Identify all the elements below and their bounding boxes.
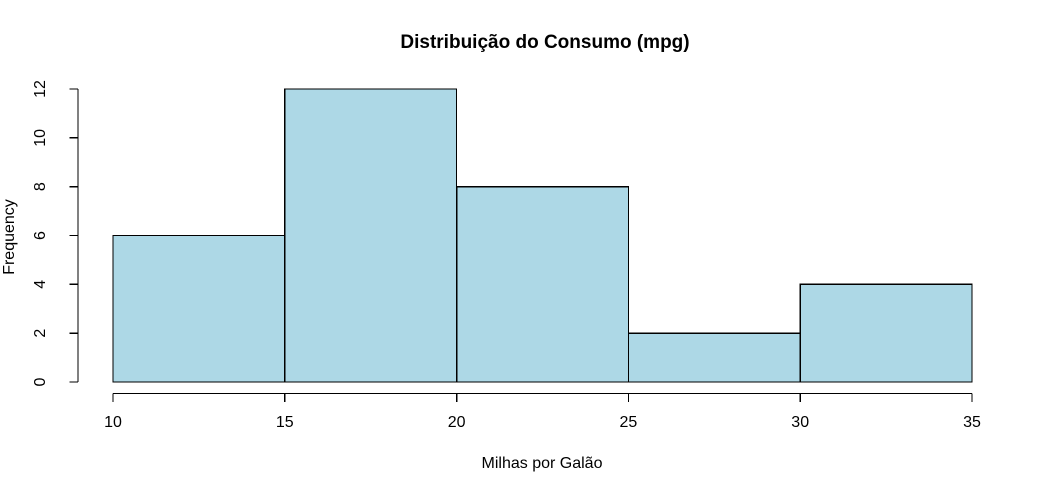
y-tick-label: 8 [32, 182, 49, 191]
bars-group [112, 88, 973, 383]
x-tick-label: 15 [276, 414, 294, 431]
y-tick-label: 6 [32, 231, 49, 240]
y-tick-label: 10 [32, 129, 49, 147]
y-axis-title: Frequency [1, 199, 18, 275]
y-tick-label: 2 [32, 329, 49, 338]
histogram-bar [799, 283, 973, 383]
y-tick-label: 4 [32, 280, 49, 289]
x-axis-title: Milhas por Galão [482, 455, 603, 472]
y-tick-label: 12 [32, 80, 49, 98]
y-axis: 0 2 4 6 8 10 12 [32, 80, 79, 386]
histogram-bar [284, 88, 458, 383]
y-tick-label: 0 [32, 377, 49, 386]
x-tick-label: 25 [620, 414, 638, 431]
x-tick-label: 30 [791, 414, 809, 431]
x-tick-label: 20 [448, 414, 466, 431]
x-tick-label: 35 [963, 414, 981, 431]
x-tick-label: 10 [104, 414, 122, 431]
x-axis: 10 15 20 25 30 35 [104, 392, 981, 431]
histogram-bar [455, 186, 630, 383]
histogram-bar [112, 234, 286, 383]
chart-title: Distribuição do Consumo (mpg) [400, 32, 689, 53]
histogram-bar [627, 332, 801, 383]
